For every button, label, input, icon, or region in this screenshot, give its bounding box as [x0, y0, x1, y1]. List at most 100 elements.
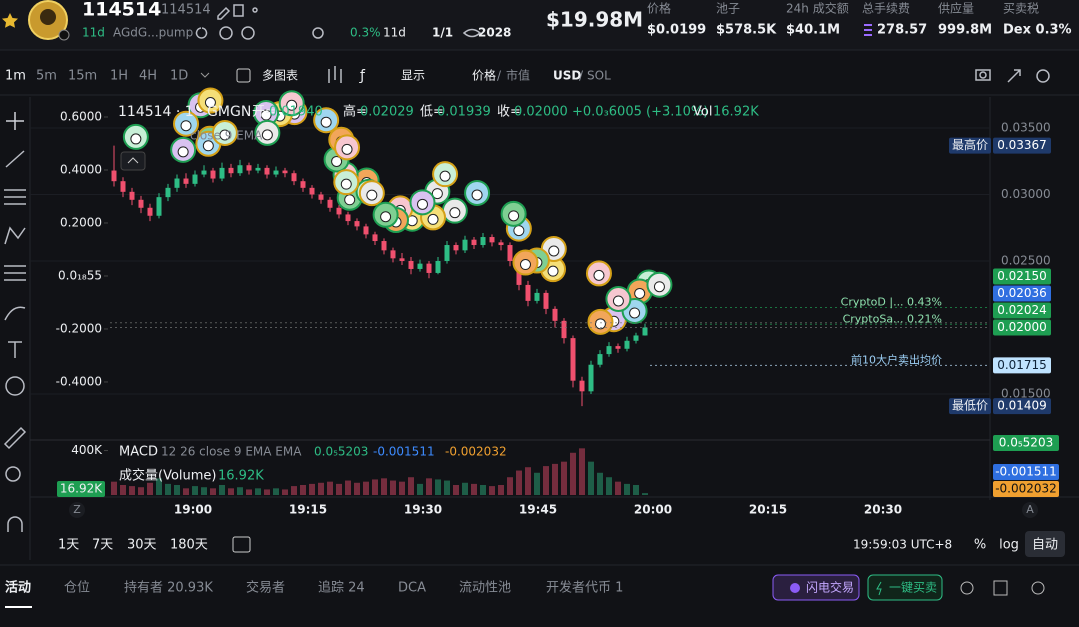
favorite-star[interactable] — [2, 13, 18, 28]
tab[interactable]: DCA — [398, 581, 426, 596]
volume-bar — [147, 482, 153, 495]
brush-tool[interactable] — [4, 306, 26, 321]
tab[interactable]: 活动 — [5, 580, 31, 596]
range-button[interactable]: 180天 — [170, 538, 208, 553]
price-toggle[interactable]: 价格 — [472, 68, 496, 83]
interval[interactable]: 1m — [5, 69, 26, 84]
volume-bar — [309, 483, 315, 495]
interval[interactable]: 4H — [139, 69, 157, 84]
scale-left[interactable]: Z — [73, 503, 81, 516]
tab[interactable]: 交易者 — [246, 580, 285, 596]
line-tool[interactable] — [5, 150, 25, 168]
crosshair-tool[interactable] — [6, 112, 24, 130]
interval[interactable]: 15m — [68, 69, 97, 84]
scale-z-bg[interactable] — [69, 502, 85, 518]
fullscreen-icon[interactable] — [1007, 69, 1021, 83]
range-button[interactable]: 7天 — [92, 538, 113, 553]
flash-trade-button[interactable] — [772, 574, 860, 601]
range-button[interactable]: 30天 — [127, 538, 157, 553]
volume-bar — [390, 480, 396, 495]
copy-icon[interactable] — [233, 4, 244, 17]
screenshot-icon[interactable] — [975, 69, 991, 81]
interval[interactable]: 1D — [170, 69, 188, 84]
price-badge-label: 0.02024 — [997, 303, 1047, 317]
settings-icon[interactable] — [1036, 69, 1050, 83]
quick-trade-button[interactable] — [867, 574, 943, 601]
currency[interactable]: USD — [553, 69, 581, 83]
pattern-tool[interactable] — [4, 226, 26, 245]
drawing-toolbar[interactable] — [3, 112, 27, 532]
emoji-tool[interactable] — [5, 376, 25, 396]
layout-icon[interactable] — [993, 580, 1008, 596]
bolt-icon[interactable] — [876, 581, 882, 596]
candle-body — [525, 284, 531, 301]
price-badge — [993, 357, 1051, 374]
scale-a-bg[interactable] — [1022, 502, 1038, 518]
volume-bar — [201, 487, 207, 495]
candle-body — [183, 178, 189, 184]
share-icon[interactable] — [252, 7, 258, 13]
tab[interactable]: 持有者 20.93K — [124, 581, 213, 596]
token-address[interactable]: AGdG...pump — [113, 26, 193, 40]
log-toggle[interactable]: log — [999, 538, 1019, 553]
scale-right[interactable]: A — [1026, 503, 1034, 516]
tab[interactable]: 开发者代币 1 — [546, 580, 623, 596]
user-icon[interactable] — [195, 27, 208, 39]
flash-trade[interactable]: 闪电交易 — [806, 580, 854, 595]
text-tool[interactable] — [8, 341, 22, 358]
interval[interactable]: 1H — [110, 69, 128, 84]
mcap-toggle[interactable]: 市值 — [506, 68, 530, 83]
header-icons[interactable] — [195, 4, 482, 40]
tab[interactable]: 仓位 — [64, 581, 90, 596]
display-menu[interactable]: 显示 — [401, 69, 425, 83]
edit-icon[interactable] — [217, 6, 231, 20]
multi-chart-checkbox[interactable] — [236, 68, 251, 83]
alt-currency[interactable]: SOL — [587, 69, 611, 83]
eye-icon — [462, 28, 482, 38]
measure-tool[interactable] — [3, 426, 27, 450]
ohlc-change: +0.0₃6005 (+3.10%) — [572, 105, 708, 120]
range-button[interactable]: 1天 — [58, 538, 79, 553]
date-picker-icon[interactable] — [232, 536, 251, 553]
alert-icon[interactable] — [219, 26, 233, 40]
trade-bubble-face — [340, 178, 352, 190]
pool-age: 11d — [383, 26, 406, 40]
search-icon[interactable] — [312, 27, 324, 39]
candle-body — [147, 207, 153, 216]
chart-tools[interactable] — [328, 66, 1050, 83]
price-badge-label: 0.02150 — [997, 269, 1047, 283]
multi-chart[interactable]: 多图表 — [262, 69, 298, 83]
web-icon[interactable] — [241, 26, 255, 40]
tab[interactable]: 追踪 24 — [318, 580, 365, 596]
tab[interactable]: 流动性池 — [459, 581, 511, 596]
price-badge — [993, 137, 1051, 154]
auto-toggle[interactable]: 自动 — [1032, 538, 1058, 553]
header-bg — [0, 0, 1079, 50]
candle-body — [282, 170, 288, 174]
y-tick-label: 0.03000 — [1001, 187, 1051, 201]
interval[interactable]: 5m — [36, 69, 57, 84]
fee-icon — [864, 24, 872, 36]
volume-bar — [129, 486, 135, 495]
projection-tool[interactable] — [4, 265, 26, 281]
auto-button-bg[interactable] — [1025, 531, 1065, 557]
trade-bubble-face — [219, 129, 231, 141]
volume-bar — [417, 483, 423, 495]
zoom-tool[interactable] — [5, 466, 21, 482]
quick-trade[interactable]: 一键买卖 — [889, 581, 937, 595]
connect-icon[interactable] — [960, 581, 974, 595]
collapse-button[interactable] — [120, 151, 146, 171]
price-note: CryptoD |... 0.43% — [841, 296, 942, 309]
percent-toggle[interactable]: % — [974, 538, 986, 553]
candle-body — [129, 191, 135, 200]
candle-body — [138, 199, 144, 208]
collapse-chevron[interactable] — [127, 157, 139, 164]
magnet-tool[interactable] — [7, 516, 23, 532]
volume-bar — [120, 485, 126, 495]
trade-bubble-face — [593, 269, 605, 281]
fib-tool[interactable] — [4, 189, 26, 205]
settings-icon-2[interactable] — [1031, 581, 1045, 595]
interval-chevron[interactable] — [200, 72, 210, 78]
flash-icon[interactable] — [790, 583, 800, 593]
candle-type-icon[interactable] — [328, 66, 342, 83]
